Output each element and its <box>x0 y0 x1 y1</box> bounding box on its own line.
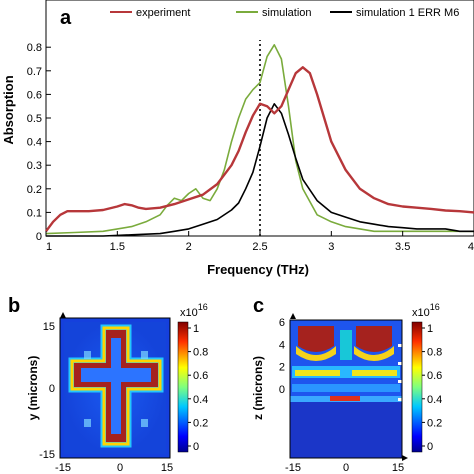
y-axis-label-a: Absorption <box>1 75 16 144</box>
resonator-left <box>298 326 334 352</box>
x-tick-label: 0 <box>343 462 349 474</box>
x-tick-label: 2.5 <box>252 241 267 253</box>
x-axis-label-a: Frequency (THz) <box>207 262 309 277</box>
y-tick-label: 0.4 <box>27 137 42 149</box>
field-band <box>292 384 400 392</box>
colorbar-scale-b: x1016 <box>180 302 208 319</box>
field-band-hot <box>352 370 397 376</box>
colorbar-c <box>411 321 423 453</box>
y-tick-label: 0.5 <box>27 113 42 125</box>
cross-inner <box>81 338 151 434</box>
boundary-mark <box>398 362 412 365</box>
resonator-right <box>356 326 392 352</box>
y-tick-label: 0.7 <box>27 66 42 78</box>
gap-field <box>340 330 352 360</box>
y-axis-arrow <box>290 313 296 319</box>
colorbar-tick-label: 0.2 <box>193 417 208 429</box>
y-tick-label: 0.1 <box>27 207 42 219</box>
x-tick-label: 15 <box>392 462 404 474</box>
hotspot <box>84 351 91 359</box>
resonator-glow <box>354 346 394 361</box>
field-band-hot <box>295 370 340 376</box>
chart-panel-a: a 1 1.5 2 2.5 3 3.5 4 0 0.1 0.2 0.3 0.4 0.5 0.6 0.7 0.8… <box>1 0 474 277</box>
panel-label-b: b <box>8 295 20 317</box>
hotspot <box>84 419 91 427</box>
y-tick-label: -15 <box>39 449 55 461</box>
x-tick-label: 0 <box>117 462 123 474</box>
ground-hotspot <box>330 396 360 401</box>
x-tick-label: -15 <box>55 462 71 474</box>
x-tick-label: 2 <box>186 241 192 253</box>
y-tick-label: 2 <box>279 362 285 374</box>
y-axis-label-c: z (microns) <box>251 356 265 420</box>
x-tick-label: 3 <box>328 241 334 253</box>
legend-label: simulation 1 ERR M6 <box>356 7 459 19</box>
legend-label: experiment <box>136 7 190 19</box>
y-tick-label: 15 <box>43 321 55 333</box>
x-tick-label: 1.5 <box>110 241 125 253</box>
colorbar-scale-c: x1016 <box>412 302 440 319</box>
colorbar-tick-label: 1 <box>427 323 433 335</box>
colorbar-tick-label: 0.8 <box>193 347 208 359</box>
y-tick-label: 0 <box>36 231 42 243</box>
y-axis-label-b: y (microns) <box>26 356 40 421</box>
legend-label: simulation <box>262 7 312 19</box>
heatmap-b-frame <box>59 317 171 459</box>
colorbar-tick-label: 0 <box>193 441 199 453</box>
boundary-mark <box>398 344 412 347</box>
series-line <box>45 66 474 233</box>
panel-label-c: c <box>253 295 264 317</box>
series-line <box>45 43 474 235</box>
colorbar-tick-label: 0.6 <box>427 370 442 382</box>
y-tick-label: 6 <box>279 317 285 329</box>
y-tick-label: 0 <box>49 383 55 395</box>
colorbar-tick-label: 0.4 <box>193 394 208 406</box>
heatmap-c-frame <box>289 319 403 459</box>
boundary-mark <box>398 380 412 383</box>
chart-panel-b: b 15 0 -15 -15 0 15 y (microns) x1016 1 0… <box>8 295 208 474</box>
x-axis-arrow <box>402 455 408 461</box>
panel-label-a: a <box>60 7 72 29</box>
colorbar-b <box>177 321 189 453</box>
y-tick-label: 0.8 <box>27 42 42 54</box>
y-tick-label: 0.2 <box>27 184 42 196</box>
x-tick-label: 15 <box>161 462 173 474</box>
cross-outline <box>70 326 162 446</box>
y-tick-label: 0.6 <box>27 89 42 101</box>
colorbar-tick-label: 0.6 <box>193 370 208 382</box>
y-axis-arrow <box>60 312 66 318</box>
colorbar-tick-label: 0.4 <box>427 394 442 406</box>
resonator-glow <box>296 346 336 361</box>
y-tick-label: 4 <box>279 339 285 351</box>
x-tick-label: 4 <box>468 241 474 253</box>
colorbar-tick-label: 0 <box>427 441 433 453</box>
colorbar-tick-label: 0.2 <box>427 417 442 429</box>
hotspot <box>141 351 148 359</box>
x-tick-label: 1 <box>46 241 52 253</box>
hotspot <box>141 419 148 427</box>
y-tick-label: 0.3 <box>27 160 42 172</box>
boundary-mark <box>398 398 412 401</box>
chart-panel-c: c 6 4 2 0 -15 0 15 z (microns) x1016 1 0.8 0.… <box>251 295 442 474</box>
y-tick-label: 0 <box>279 384 285 396</box>
x-tick-label: -15 <box>285 462 301 474</box>
colorbar-tick-label: 0.8 <box>427 347 442 359</box>
x-tick-label: 3.5 <box>395 241 410 253</box>
colorbar-tick-label: 1 <box>193 323 199 335</box>
